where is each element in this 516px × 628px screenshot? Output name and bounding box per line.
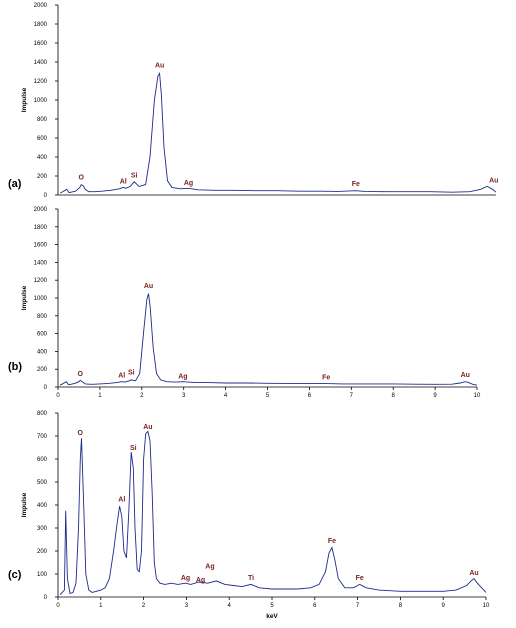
x-axis-label: keV bbox=[266, 613, 278, 620]
y-tick-label: 200 bbox=[37, 367, 48, 373]
y-tick-label: 1400 bbox=[34, 260, 48, 266]
x-tick-label: 4 bbox=[224, 393, 228, 399]
y-tick-label: 2000 bbox=[34, 207, 48, 213]
y-tick-label: 800 bbox=[37, 314, 48, 320]
y-tick-label: 1400 bbox=[34, 60, 48, 66]
y-tick-label: 500 bbox=[37, 480, 48, 486]
y-axis-label: Impulse bbox=[21, 285, 28, 310]
x-tick-label: 3 bbox=[185, 603, 189, 609]
y-tick-label: 1800 bbox=[34, 225, 48, 231]
x-tick-label: 8 bbox=[399, 603, 403, 609]
x-tick-label: 3 bbox=[182, 393, 186, 399]
x-tick-label: 10 bbox=[474, 393, 481, 399]
y-tick-label: 800 bbox=[37, 117, 48, 123]
peak-label: Ag bbox=[178, 374, 187, 381]
y-tick-label: 400 bbox=[37, 155, 48, 161]
y-tick-label: 2000 bbox=[34, 3, 48, 9]
peak-label: O bbox=[77, 371, 83, 378]
x-tick-label: 1 bbox=[98, 393, 102, 399]
x-tick-label: 2 bbox=[142, 603, 146, 609]
x-tick-label: 8 bbox=[392, 393, 396, 399]
x-tick-label: 9 bbox=[442, 603, 446, 609]
x-tick-label: 7 bbox=[356, 603, 360, 609]
x-tick-label: 1 bbox=[99, 603, 103, 609]
y-tick-label: 200 bbox=[37, 549, 48, 555]
peak-label: Au bbox=[461, 372, 470, 379]
peak-label: Fe bbox=[356, 575, 364, 582]
x-tick-label: 0 bbox=[56, 393, 60, 399]
peak-label: Si bbox=[131, 172, 138, 179]
x-tick-label: 4 bbox=[228, 603, 232, 609]
y-tick-label: 700 bbox=[37, 434, 48, 440]
peak-label: Si bbox=[130, 445, 137, 452]
peak-label: O bbox=[78, 174, 84, 181]
peak-label: Fe bbox=[328, 538, 336, 545]
peak-label: Al bbox=[120, 179, 127, 186]
y-tick-label: 1600 bbox=[34, 41, 48, 47]
y-axis-label: Impulse bbox=[21, 87, 28, 112]
panel-label: (c) bbox=[8, 569, 22, 581]
x-tick-label: 2 bbox=[140, 393, 144, 399]
peak-label: Au bbox=[144, 283, 153, 290]
y-tick-label: 600 bbox=[37, 457, 48, 463]
peak-label: Fe bbox=[352, 181, 360, 188]
x-tick-label: 10 bbox=[483, 603, 490, 609]
peak-label: Al bbox=[118, 373, 125, 380]
panel-label: (b) bbox=[8, 361, 22, 373]
spectrum-line bbox=[59, 293, 478, 386]
peak-label: Au bbox=[469, 570, 478, 577]
peak-label: Ag bbox=[184, 180, 193, 187]
y-tick-label: 300 bbox=[37, 526, 48, 532]
y-tick-label: 1800 bbox=[34, 22, 48, 28]
x-tick-label: 5 bbox=[266, 393, 270, 399]
y-tick-label: 100 bbox=[37, 572, 48, 578]
peak-label: Ag bbox=[196, 577, 205, 584]
y-tick-label: 800 bbox=[37, 411, 48, 417]
x-tick-label: 5 bbox=[270, 603, 274, 609]
y-tick-label: 0 bbox=[44, 595, 48, 601]
peak-label: Si bbox=[128, 370, 135, 377]
peak-label: Ti bbox=[248, 575, 254, 582]
y-tick-label: 0 bbox=[44, 193, 48, 199]
spectrum-line bbox=[59, 71, 497, 194]
y-tick-label: 1200 bbox=[34, 278, 48, 284]
y-axis-label: Impulse bbox=[21, 492, 28, 517]
y-tick-label: 600 bbox=[37, 332, 48, 338]
peak-label: Ag bbox=[181, 575, 190, 582]
y-tick-label: 600 bbox=[37, 136, 48, 142]
panel-c: 0 100 200 300 400 500 600 700 800 0 1 2 3 4 5 6 7 8 9 10 Imp… bbox=[8, 411, 490, 620]
y-tick-label: 1000 bbox=[34, 98, 48, 104]
peak-label: Au bbox=[143, 424, 152, 431]
x-tick-label: 6 bbox=[308, 393, 312, 399]
x-tick-label: 9 bbox=[433, 393, 437, 399]
y-tick-label: 400 bbox=[37, 503, 48, 509]
peak-label: O bbox=[78, 430, 84, 437]
peak-label: Ag bbox=[205, 563, 214, 570]
y-tick-label: 1600 bbox=[34, 243, 48, 249]
y-tick-label: 1000 bbox=[34, 296, 48, 302]
spectrum-line bbox=[59, 430, 487, 596]
x-tick-label: 6 bbox=[313, 603, 317, 609]
x-tick-label: 7 bbox=[350, 393, 354, 399]
panel-a: 0 200 400 600 800 1000 1200 1400 1600 1800 2000 Imp… bbox=[8, 3, 498, 199]
x-tick-label: 0 bbox=[56, 603, 60, 609]
y-tick-label: 200 bbox=[37, 174, 48, 180]
peak-label: Al bbox=[118, 497, 125, 504]
peak-label: Au bbox=[489, 178, 498, 185]
y-tick-label: 1200 bbox=[34, 79, 48, 85]
y-tick-label: 0 bbox=[44, 385, 48, 391]
peak-label: Fe bbox=[322, 374, 330, 381]
y-tick-label: 400 bbox=[37, 349, 48, 355]
panel-label: (a) bbox=[8, 178, 22, 190]
peak-label: Au bbox=[155, 63, 164, 70]
panel-b: 0 200 400 600 800 1000 1200 1400 1600 1800 2000 0 1 2… bbox=[8, 207, 481, 399]
